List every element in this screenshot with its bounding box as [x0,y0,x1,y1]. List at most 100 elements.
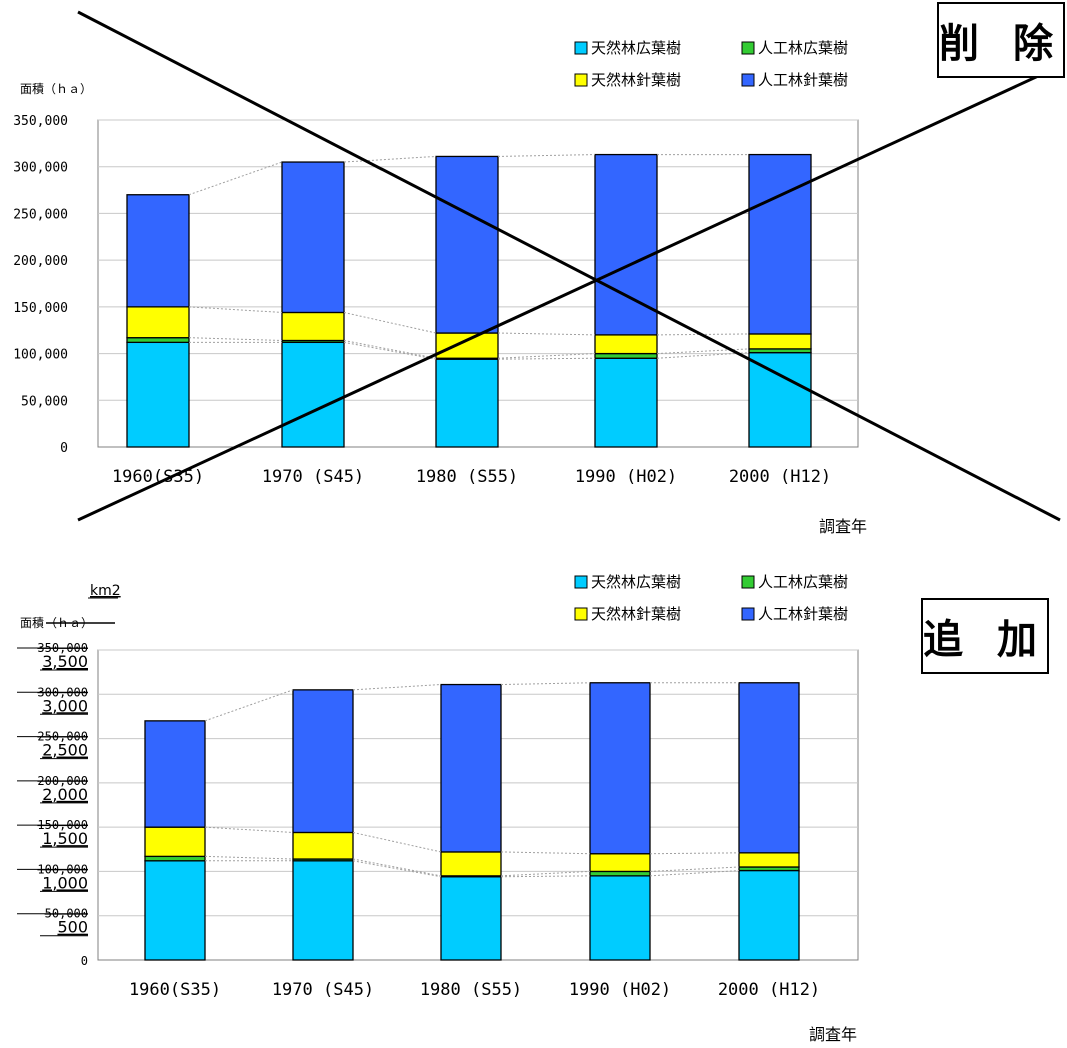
bar-segment [126,194,190,308]
bar-segment [589,875,651,961]
bar-segment [748,333,812,350]
y-tick-label: 3,000 [42,696,88,715]
bar-segment [281,311,345,342]
delete-stamp: 削 除 [937,2,1065,78]
bar-segment [435,358,499,448]
add-stamp: 追 加 [921,598,1049,674]
legend-label: 人工林針葉樹 [758,605,848,623]
x-tick-label: 2000 (H12) [729,467,831,487]
bar-segment [281,341,345,448]
series-connector [497,332,596,336]
series-connector [204,826,294,833]
y-tick-label-zero: 0 [81,954,88,968]
legend-swatch [741,41,755,55]
bar-segment [589,682,651,855]
legend-label: 人工林広葉樹 [758,39,848,57]
y-tick-label: 3,500 [42,652,88,671]
bar-segment [594,334,658,355]
series-connector [649,852,740,855]
series-connector [204,689,294,722]
bar-segment [435,155,499,334]
legend-swatch [574,41,588,55]
bar-segment [435,332,499,359]
series-connector [188,337,283,341]
bar-segment [440,683,502,853]
bar-segment [748,351,812,448]
series-connector [497,154,596,157]
y-axis-title: 面積（ｈａ） [20,81,92,96]
deletion-cross-line [77,10,1061,522]
bar-segment [440,876,502,961]
series-connector [352,858,442,877]
series-connector [500,875,591,878]
y-tick-label: 250,000 [13,207,68,222]
series-connector [352,831,442,853]
series-connector [649,866,740,872]
bar-segment [281,161,345,314]
y-tick-label: 350,000 [13,114,68,129]
bar-segment [589,870,651,877]
x-tick-label: 1980 (S55) [420,980,522,1000]
bar-segment [292,860,354,961]
series-connector [343,341,437,360]
bar-segment [144,860,206,961]
bar-segment [589,853,651,873]
series-connector [204,855,294,860]
y-axis-title: 面積 [20,615,44,630]
y-tick-label: 1,000 [42,873,88,892]
y-tick-label: 50,000 [21,394,68,409]
y-tick-label: 2,500 [42,741,88,760]
bar-segment [126,337,190,344]
series-connector [343,155,437,163]
series-connector [497,353,596,359]
x-tick-label: 1990 (H02) [575,467,677,487]
legend-label: 天然林広葉樹 [591,39,681,57]
y-tick-label: 0 [60,441,68,456]
chart-1-group: 1960(S35) 1970 (S45) 1980 (S55) 1990 (H02) 2… [97,39,867,536]
bar-segment [748,153,812,335]
series-connector [500,682,591,686]
series-connector [500,870,591,877]
y-axis-unit: km2 [90,583,121,599]
y-tick-label: 300,000 [13,161,68,176]
legend-swatch [741,575,755,589]
x-tick-label: 1980 (S55) [416,467,518,487]
series-connector [649,870,740,877]
deletion-cross-line [77,63,1063,522]
bar-segment [126,306,190,339]
legend-label: 人工林広葉樹 [758,573,848,591]
series-connector [500,851,591,855]
legend-swatch [574,73,588,87]
x-tick-label: 1970 (S45) [272,980,374,1000]
y-tick-label: 200,000 [13,254,68,269]
x-tick-label: 1970 (S45) [262,467,364,487]
bar-segment [738,682,800,854]
series-connector [188,306,283,313]
x-tick-label: 1960(S35) [129,980,221,1000]
series-connector [188,161,283,196]
bar-segment [144,720,206,828]
series-connector [656,333,750,336]
chart-2-group: 1960(S35) 1970 (S45) 1980 (S55) 1990 (H02) 2… [97,573,859,1044]
y-tick-label: 1,500 [42,829,88,848]
legend-label: 天然林針葉樹 [591,71,681,89]
legend-swatch [574,575,588,589]
series-connector [352,684,442,691]
y-tick-label: 2,000 [42,785,88,804]
y-tick-label: 150,000 [13,301,68,316]
series-connector [656,352,750,359]
x-tick-label: 2000 (H12) [718,980,820,1000]
legend-label: 天然林針葉樹 [591,605,681,623]
legend-swatch [574,607,588,621]
bar-segment [126,341,190,448]
x-axis-title: 調査年 [819,517,867,536]
x-axis-title: 調査年 [809,1025,857,1044]
bar-segment [738,852,800,868]
legend-swatch [741,607,755,621]
bar-segment [594,352,658,359]
bar-segment [594,357,658,448]
bar-segment [144,855,206,862]
bar-segment [738,869,800,961]
y-tick-label: 100,000 [13,348,68,363]
